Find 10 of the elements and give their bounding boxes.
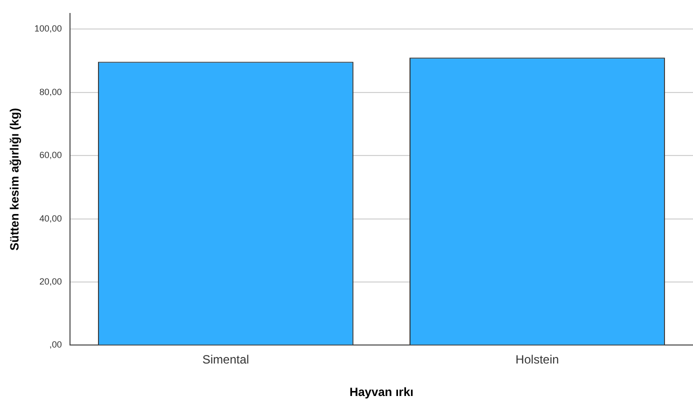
y-tick-label: ,00 bbox=[49, 340, 62, 350]
y-tick-label: 60,00 bbox=[39, 150, 62, 160]
y-tick-label: 80,00 bbox=[39, 86, 62, 97]
y-tick-label: 100,00 bbox=[34, 24, 62, 34]
x-axis-title: Hayvan ırkı bbox=[349, 385, 414, 400]
x-tick-label: Holstein bbox=[516, 352, 559, 367]
y-tick-label: 20,00 bbox=[39, 276, 62, 286]
y-tick-label: 40,00 bbox=[39, 213, 62, 224]
y-axis-title: Sütten kesim ağırlığı (kg) bbox=[8, 108, 22, 251]
x-tick-label: Simental bbox=[202, 352, 250, 367]
